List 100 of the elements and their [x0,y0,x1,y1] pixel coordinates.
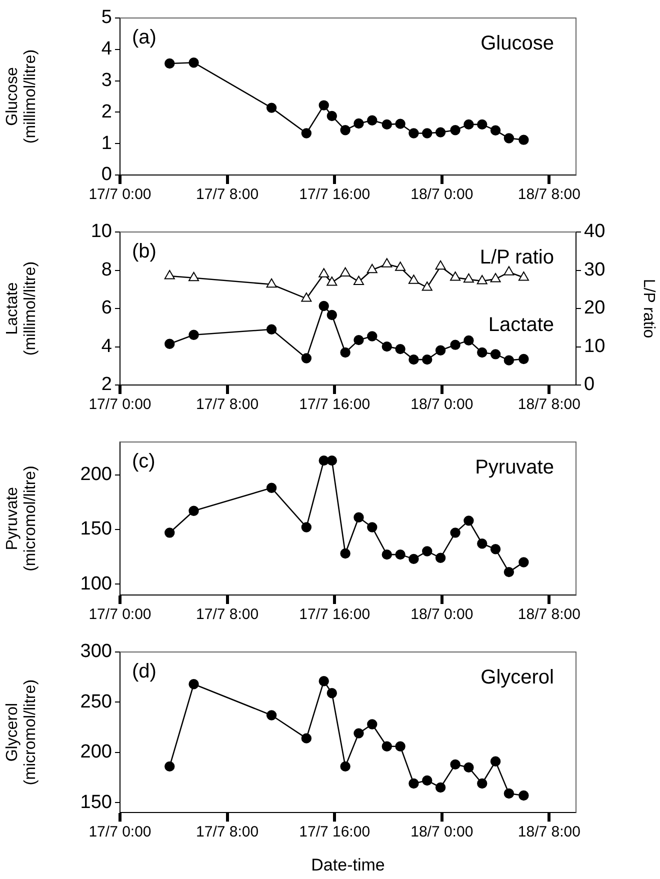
x-tick-label: 18/7 8:00 [518,824,580,841]
point [504,266,514,276]
point [367,522,378,532]
point [504,133,514,144]
point [490,349,501,360]
point [366,264,378,274]
point [490,544,501,554]
y-tick-label: 150 [80,518,112,540]
point [367,719,378,730]
x-tick-label: 17/7 0:00 [88,824,152,841]
x-tick-label: 18/7 0:00 [410,186,474,204]
y-axis-title: Glycerol (micromol/litre) [4,679,39,786]
y-tick-label: 200 [80,742,112,763]
point [422,354,432,365]
annotation: (b) [132,240,156,263]
y-tick-label: 5 [101,7,112,28]
point [408,354,419,365]
point [422,128,432,138]
y-tick-label: 8 [101,259,112,280]
point [450,340,460,350]
y2-tick-label: 20 [584,298,606,319]
x-tick-label: 18/7 8:00 [518,606,580,624]
x-tick-label: 18/7 0:00 [410,824,474,841]
x-tick-label: 17/7 8:00 [196,606,259,624]
point [450,528,460,538]
y-axis-title: Lactate (millimol/litre) [4,261,39,356]
point [395,118,406,129]
point [326,310,338,320]
y2-tick-label: 0 [584,374,595,396]
text: Glucose [480,32,554,55]
point [382,119,392,130]
y-tick-label: 6 [101,298,112,319]
x-tick-label: 17/7 8:00 [196,396,259,414]
point [340,125,350,136]
y2-tick-label: 40 [584,221,606,242]
point [477,347,488,358]
y-tick-label: 250 [80,691,112,712]
y-axis-title: Pyruvate (micromol/litre) [4,466,39,572]
y-tick-label: 150 [80,792,112,813]
point [464,119,474,130]
point [435,127,446,138]
x-tick-label: 17/7 0:00 [88,186,152,204]
point [450,759,460,770]
point [340,267,351,277]
point [326,276,338,286]
point [367,331,378,342]
point [504,788,514,799]
point [408,778,419,789]
point [463,273,474,283]
point [354,334,364,346]
point [435,345,446,356]
point [326,688,338,698]
point [326,110,338,122]
y-tick-label: 100 [80,573,112,594]
y-axis-title: Glucose (millimol/litre) [4,49,39,144]
point [518,272,529,281]
point [450,272,461,281]
point [464,335,474,346]
annotation: (c) [132,450,156,473]
point [340,761,350,772]
point [518,354,529,364]
x-tick-label: 18/7 8:00 [518,396,580,414]
text: Glycerol [480,666,554,689]
y-tick-label: 300 [80,641,112,662]
point [435,782,446,793]
y-tick-label: 200 [80,464,112,486]
point [477,778,488,789]
y-tick-label: 1 [101,132,112,154]
x-tick-label: 17/7 16:00 [299,606,370,624]
point [382,341,392,352]
point [422,775,432,786]
x-tick-label: 18/7 0:00 [410,606,474,624]
point [450,125,460,136]
point [382,549,392,560]
point [395,344,406,354]
point [477,119,488,130]
point [504,566,514,578]
point [382,741,392,752]
point [490,125,501,136]
point [367,115,378,126]
x-tick-label: 17/7 8:00 [196,186,259,204]
point [490,273,501,282]
point [422,546,432,556]
annotation: (d) [132,660,156,683]
point [477,538,488,549]
point [504,355,514,366]
series-label: Lactate [488,314,554,336]
point [408,128,419,138]
y2-tick-label: 10 [584,336,606,357]
y2-axis-title: L/P ratio [640,278,657,338]
x-axis-title: Date-time [311,855,385,874]
point [435,260,446,270]
point [326,455,338,466]
x-tick-label: 17/7 0:00 [88,606,152,624]
point [340,347,350,358]
x-tick-label: 17/7 16:00 [299,186,370,204]
point [382,258,392,268]
point [408,274,419,284]
point [408,554,419,564]
point [395,262,406,271]
